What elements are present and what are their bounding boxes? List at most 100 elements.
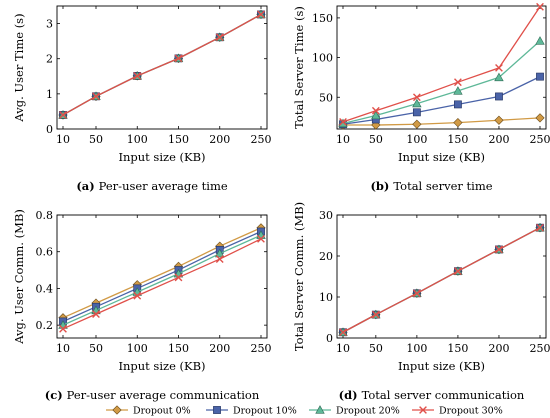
data-point [535, 36, 545, 45]
y-tick-label: 0 [46, 123, 53, 136]
legend-item: Dropout 0% [106, 405, 191, 417]
data-point [412, 98, 422, 108]
legend-marker [419, 406, 427, 414]
x-axis-label: Input size (KB) [398, 359, 485, 373]
y-tick-label: 30 [319, 209, 333, 222]
data-point [215, 248, 225, 258]
subfigure-caption: (a) Per-user average time [76, 179, 228, 193]
data-point [412, 93, 421, 102]
y-tick-label: 0.8 [36, 209, 54, 222]
x-tick-label: 50 [369, 342, 383, 355]
data-point [454, 78, 462, 87]
subfigure-caption: (d) Total server communication [339, 388, 525, 402]
data-point [174, 273, 183, 282]
data-point [59, 111, 67, 119]
y-tick-label: 10 [319, 291, 333, 304]
series-line [62, 227, 262, 319]
y-tick-label: 0.6 [36, 246, 54, 259]
x-tick-label: 10 [56, 342, 70, 355]
x-tick-label: 250 [251, 133, 272, 146]
caption-text: Total server communication [362, 388, 525, 402]
series-line [342, 6, 541, 123]
y-axis-label: Total Server Time (s) [292, 6, 306, 129]
subfigure-caption: (c) Per-user average communication [45, 388, 260, 402]
y-tick-label: 50 [319, 91, 333, 104]
x-tick-label: 150 [447, 342, 468, 355]
series-3 [339, 2, 544, 126]
y-axis-label: Avg. User Time (s) [12, 13, 26, 122]
y-tick-label: 0.4 [36, 282, 54, 295]
x-tick-label: 250 [530, 133, 550, 146]
x-tick-label: 50 [369, 133, 383, 146]
x-tick-label: 10 [56, 133, 70, 146]
caption-tag: (d) [339, 388, 362, 402]
series-line [342, 227, 541, 333]
data-point [412, 289, 421, 298]
y-tick-label: 2 [46, 53, 53, 66]
data-point [536, 223, 544, 232]
x-tick-label: 250 [530, 342, 550, 355]
x-tick-label: 100 [127, 342, 148, 355]
data-point [454, 267, 462, 276]
data-point [371, 310, 380, 319]
data-point [174, 54, 183, 63]
y-tick-label: 150 [312, 12, 333, 25]
series-line [62, 13, 262, 116]
x-tick-label: 200 [488, 133, 509, 146]
data-point [536, 2, 544, 11]
caption-text: Per-user average communication [67, 388, 260, 402]
data-point [495, 245, 503, 254]
chart-panel-1: 10 50 100 150 200 250 50 100 150 Input size (KB) T… [292, 2, 550, 193]
x-tick-label: 100 [406, 133, 427, 146]
series-3 [59, 10, 265, 119]
y-tick-label: 100 [312, 52, 333, 65]
legend-marker [315, 405, 325, 414]
x-tick-label: 10 [336, 342, 350, 355]
caption-text: Per-user average time [99, 179, 228, 193]
y-tick-label: 3 [46, 18, 53, 31]
data-point [215, 33, 224, 42]
subfigure-caption: (b) Total server time [370, 179, 492, 193]
legend-label: Dropout 30% [439, 406, 503, 417]
legend-label: Dropout 20% [336, 406, 400, 417]
data-point [371, 110, 381, 120]
series-0 [338, 113, 545, 130]
x-axis-label: Input size (KB) [118, 359, 205, 373]
legend-label: Dropout 10% [233, 406, 297, 417]
legend-item: Dropout 20% [309, 405, 400, 417]
plot-frame [336, 214, 547, 339]
data-point [535, 113, 545, 123]
series-1 [59, 227, 265, 326]
x-tick-label: 100 [127, 133, 148, 146]
series-3 [339, 223, 544, 337]
series-line [62, 234, 262, 326]
series-line [343, 117, 541, 126]
caption-tag: (c) [45, 388, 67, 402]
chart-panel-0: 10 50 100 150 200 250 0 1 2 3 Input size (KB) Avg. … [12, 5, 272, 193]
caption-tag: (a) [76, 179, 98, 193]
x-tick-label: 50 [89, 342, 103, 355]
data-point [536, 72, 544, 81]
data-point [339, 328, 347, 337]
legend-marker [213, 406, 221, 414]
y-tick-label: 1 [46, 88, 53, 101]
caption-text: Total server time [393, 179, 492, 193]
series-line [342, 76, 541, 125]
chart-panel-2: 10 50 100 150 200 250 0.2 0.4 0.6 0.8 Input size (… [12, 209, 272, 402]
x-tick-label: 10 [336, 133, 350, 146]
series-3 [59, 234, 265, 333]
x-tick-label: 150 [447, 133, 468, 146]
caption-tag: (b) [370, 179, 393, 193]
y-tick-label: 20 [319, 250, 333, 263]
y-axis-label: Avg. User Comm. (MB) [12, 209, 26, 345]
data-point [495, 92, 503, 101]
data-point [215, 255, 224, 263]
data-point [454, 100, 462, 109]
x-axis-label: Input size (KB) [118, 150, 205, 164]
data-point [495, 64, 503, 72]
data-point [453, 86, 463, 95]
x-tick-label: 250 [251, 342, 272, 355]
data-point [59, 324, 67, 333]
